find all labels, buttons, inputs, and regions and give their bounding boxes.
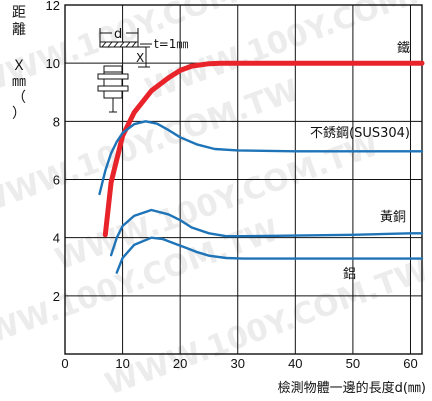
y-axis-char: 距: [12, 5, 26, 21]
series-line-iron: [102, 60, 425, 238]
x-tick-labels: 0 10 20 30 40 50 60: [61, 356, 417, 371]
y-tick-label: 2: [53, 289, 60, 304]
y-tick-label: 6: [53, 173, 60, 188]
y-axis-char: Ｘ: [12, 58, 26, 74]
y-axis-char: ㎜: [12, 74, 26, 90]
measurement-diagram: d X t=1㎜: [97, 27, 188, 113]
dimension-x: X: [136, 46, 150, 68]
x-tick-label: 10: [115, 356, 129, 371]
y-axis-title: 距 離 Ｘ ㎜ （ ）: [12, 5, 26, 122]
dimension-d-label: d: [114, 27, 122, 42]
proximity-sensor-icon: [97, 65, 129, 113]
x-axis-title: 檢測物體一邊的長度d(㎜): [278, 380, 426, 396]
series-line-brass: [109, 208, 424, 257]
x-tick-label: 0: [61, 356, 68, 371]
x-tick-label: 60: [403, 356, 417, 371]
series-line-stainless: [98, 120, 424, 196]
x-tick-label: 40: [288, 356, 302, 371]
series-label-stainless: 不銹鋼(SUS304): [310, 126, 410, 141]
thickness-text: t=1㎜: [154, 37, 188, 51]
x-tick-label: 50: [346, 356, 360, 371]
dimension-x-label: X: [136, 51, 144, 65]
x-tick-label: 20: [173, 356, 187, 371]
y-axis-char: 離: [12, 21, 26, 38]
y-axis-char: （: [12, 90, 26, 106]
y-tick-label: 10: [46, 56, 60, 71]
y-tick-label: 4: [53, 231, 60, 246]
thickness-label: t=1㎜: [140, 37, 188, 51]
series-line-aluminum: [115, 236, 424, 274]
y-tick-labels: 2 4 6 8 10 12: [46, 0, 60, 304]
dimension-d: d: [99, 27, 139, 42]
target-plate: [99, 41, 139, 48]
series-label-brass: 黃銅: [380, 210, 406, 225]
y-tick-label: 8: [53, 114, 60, 129]
x-tick-label: 30: [231, 356, 245, 371]
series-label-aluminum: 鋁: [343, 267, 356, 282]
y-tick-label: 12: [46, 0, 60, 13]
series-label-iron: 鐵: [397, 40, 410, 56]
y-axis-char: ）: [12, 106, 26, 122]
curves: [98, 60, 425, 274]
